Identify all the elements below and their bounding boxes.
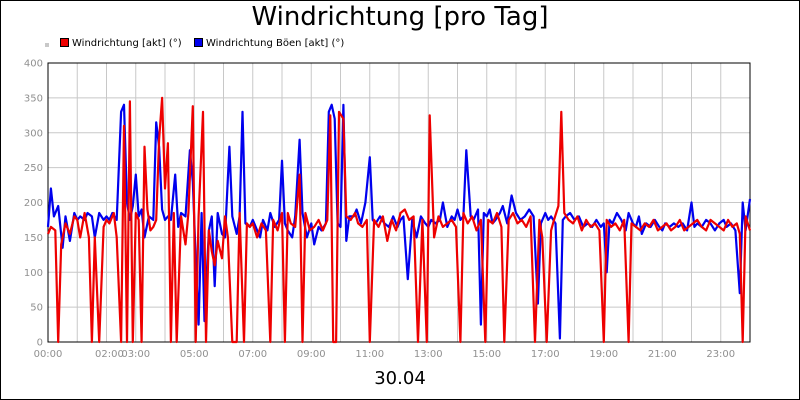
y-tick-label: 50 — [30, 303, 43, 314]
y-tick-label: 150 — [24, 233, 43, 244]
legend-item-windrichtung-boeen: Windrichtung Böen [akt] (°) — [194, 38, 344, 49]
x-tick-label: 23:00 — [706, 349, 735, 360]
x-tick-label: 11:00 — [355, 349, 384, 360]
legend-item-windrichtung: Windrichtung [akt] (°) — [60, 38, 182, 49]
x-axis-title: 30.04 — [374, 368, 426, 389]
x-tick-label: 13:00 — [414, 349, 443, 360]
x-tick-label: 02:00 — [95, 349, 124, 360]
x-tick-label: 21:00 — [648, 349, 677, 360]
legend-swatch-blue — [194, 38, 203, 47]
legend-swatch-red — [60, 38, 69, 47]
x-tick-label: 07:00 — [238, 349, 267, 360]
x-tick-label: 09:00 — [297, 349, 326, 360]
x-tick-label: 15:00 — [472, 349, 501, 360]
y-tick-label: 100 — [24, 268, 43, 279]
series-line-windrichtung — [46, 96, 752, 344]
legend-label-windrichtung-boeen: Windrichtung Böen [akt] (°) — [206, 38, 345, 49]
y-tick-label: 350 — [24, 93, 43, 104]
y-tick-label: 400 — [24, 59, 43, 70]
legend-label-windrichtung: Windrichtung [akt] (°) — [72, 38, 182, 49]
y-tick-label: 0 — [37, 338, 43, 349]
x-tick-label: 03:00 — [121, 349, 150, 360]
x-tick-label: 00:00 — [34, 349, 63, 360]
y-tick-label: 300 — [24, 128, 43, 139]
x-tick-label: 19:00 — [589, 349, 618, 360]
chart-title: Windrichtung [pro Tag] — [251, 2, 549, 32]
legend-marker-icon — [45, 43, 49, 47]
y-tick-label: 200 — [24, 198, 43, 209]
x-tick-label: 17:00 — [531, 349, 560, 360]
x-tick-label: 05:00 — [180, 349, 209, 360]
y-tick-label: 250 — [24, 163, 43, 174]
